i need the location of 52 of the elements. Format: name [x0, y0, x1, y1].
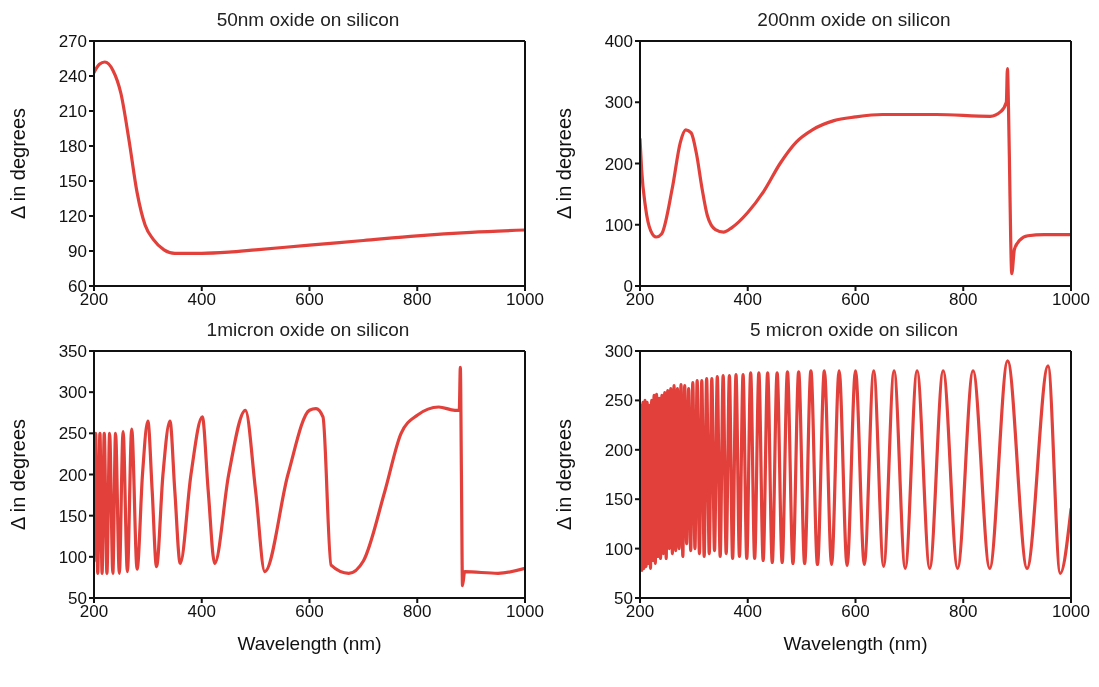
- y-axis-title: Δ in degrees: [553, 418, 576, 531]
- y-tick-label: 150: [58, 172, 87, 192]
- x-tick-label: 800: [949, 602, 978, 622]
- x-tick-label: 600: [295, 602, 324, 622]
- y-tick-label: 150: [604, 490, 633, 510]
- x-axis-title: Wavelength (nm): [783, 633, 928, 654]
- y-tick-label: 270: [58, 32, 87, 52]
- x-tick-label: 400: [733, 602, 762, 622]
- y-axis-title: Δ in degrees: [7, 107, 30, 220]
- y-tick-label: 240: [58, 67, 87, 87]
- y-tick-label: 100: [604, 539, 633, 559]
- y-tick-label: 120: [58, 207, 87, 227]
- y-tick-label: 400: [604, 32, 633, 52]
- x-tick-label: 1000: [1052, 290, 1090, 310]
- y-tick-label: 300: [604, 93, 633, 113]
- y-tick-label: 200: [58, 465, 87, 485]
- chart-title: 5 micron oxide on silicon: [748, 318, 959, 342]
- y-axis-title: Δ in degrees: [553, 107, 576, 220]
- x-tick-label: 400: [187, 290, 216, 310]
- chart-title: 200nm oxide on silicon: [756, 8, 952, 32]
- x-tick-label: 400: [733, 290, 762, 310]
- y-tick-label: 150: [58, 506, 87, 526]
- y-tick-label: 300: [604, 342, 633, 362]
- chart-title: 1micron oxide on silicon: [205, 318, 411, 342]
- y-tick-label: 200: [604, 154, 633, 174]
- x-tick-label: 1000: [506, 602, 544, 622]
- y-tick-label: 250: [604, 391, 633, 411]
- y-tick-label: 100: [604, 215, 633, 235]
- y-tick-label: 100: [58, 547, 87, 567]
- x-tick-label: 1000: [506, 290, 544, 310]
- x-tick-label: 800: [949, 290, 978, 310]
- y-tick-label: 300: [58, 383, 87, 403]
- x-tick-label: 400: [187, 602, 216, 622]
- y-tick-label: 90: [68, 242, 87, 262]
- y-axis-title: Δ in degrees: [7, 418, 30, 531]
- x-tick-label: 600: [841, 290, 870, 310]
- y-tick-label: 180: [58, 137, 87, 157]
- line-series: [94, 60, 525, 255]
- y-tick-label: 200: [604, 440, 633, 460]
- x-tick-label: 600: [295, 290, 324, 310]
- x-tick-label: 1000: [1052, 602, 1090, 622]
- x-tick-label: 800: [403, 602, 432, 622]
- y-tick-label: 250: [58, 424, 87, 444]
- line-series: [640, 66, 1071, 276]
- line-series: [94, 365, 525, 588]
- line-series: [640, 359, 1071, 575]
- y-tick-label: 350: [58, 342, 87, 362]
- x-axis-title: Wavelength (nm): [237, 633, 382, 654]
- chart-title: 50nm oxide on silicon: [215, 8, 401, 32]
- x-tick-label: 600: [841, 602, 870, 622]
- x-tick-label: 800: [403, 290, 432, 310]
- y-tick-label: 210: [58, 102, 87, 122]
